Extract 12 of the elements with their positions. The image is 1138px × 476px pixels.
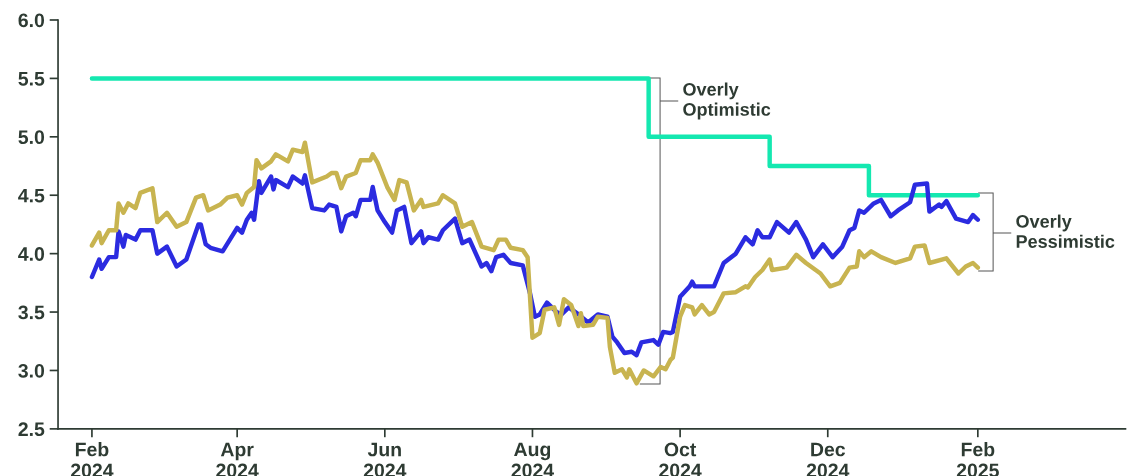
y-tick-label: 4.0 — [18, 247, 45, 261]
annotation: Overly Pessimistic — [1016, 214, 1115, 248]
line-series — [89, 173, 981, 358]
y-tick-label: 4.5 — [18, 188, 45, 203]
y-tick-label: 6.0 — [18, 13, 45, 28]
y-tick-label: 5.0 — [18, 130, 45, 145]
y-tick-label: 2.5 — [18, 422, 45, 437]
y-tick-label: 3.5 — [18, 305, 45, 320]
line-series — [89, 140, 981, 386]
y-tick-label: 5.5 — [18, 72, 45, 86]
y-tick-label: 3.0 — [18, 363, 45, 378]
annotation: Overly Optimistic — [683, 82, 771, 120]
